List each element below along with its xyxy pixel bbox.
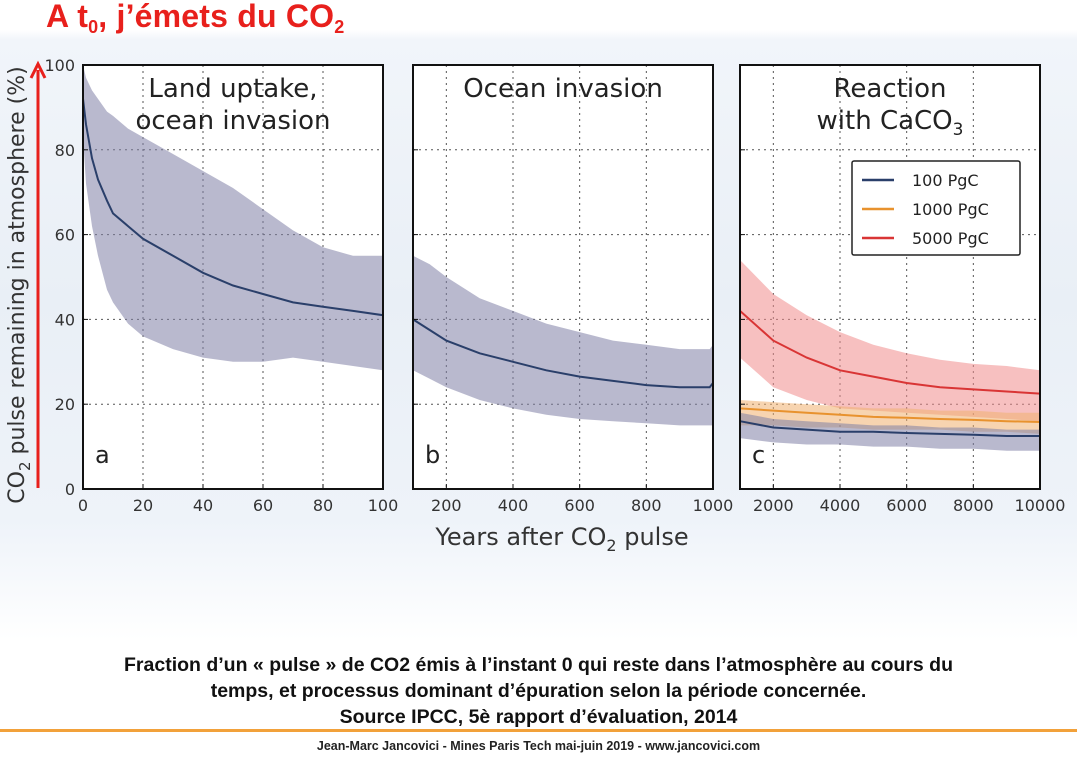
footer-rule	[0, 729, 1077, 732]
y-axis-label: CO2 pulse remaining in atmosphere (%)	[5, 66, 34, 503]
footer-credit: Jean-Marc Jancovici - Mines Paris Tech m…	[316, 739, 761, 753]
title-subscript-2: 2	[334, 17, 345, 37]
x-tick-label: 0	[78, 496, 88, 515]
y-tick-label: 0	[65, 480, 75, 499]
panel-b: 200 400 600 800 1000 b Ocean invasion	[412, 64, 734, 515]
y-tick-label: 100	[44, 56, 75, 75]
series-line-series_100	[412, 318, 714, 389]
panel-frame	[412, 64, 714, 490]
x-tick-label: 4000	[820, 496, 861, 515]
panel-letter: c	[752, 441, 765, 469]
panel-letter: a	[95, 441, 110, 469]
series-line-series_100	[82, 98, 384, 317]
panel-letter: b	[425, 441, 440, 469]
x-tick-label: 800	[631, 496, 662, 515]
x-tick-label: 10000	[1015, 496, 1066, 515]
uncertainty-band-series_100	[413, 255, 713, 426]
y-tick-label: 20	[55, 395, 75, 414]
panel-title-line: Ocean invasion	[463, 74, 663, 104]
panel-title-line: Land uptake,	[148, 74, 317, 104]
y-tick-label: 40	[55, 310, 75, 329]
title-subscript: 0	[88, 17, 99, 37]
series-line-series_1000	[739, 407, 1041, 423]
legend-label: 5000 PgC	[912, 229, 989, 248]
panel-a: 0 20 40 60 80 100 a Land uptake,ocean invasion	[78, 64, 399, 515]
x-tick-label: 60	[253, 496, 273, 515]
x-tick-label: 1000	[693, 496, 734, 515]
slide-title: A t0, j’émets du CO2	[46, 0, 344, 38]
uncertainty-band-series_5000	[740, 260, 1040, 422]
panel-title-subscript: 3	[953, 120, 964, 140]
title-text: A t	[46, 0, 89, 34]
x-axis-label-subscript: 2	[606, 536, 616, 555]
x-tick-label: 200	[431, 496, 462, 515]
y-tick-label: 80	[55, 141, 75, 160]
x-tick-label: 20	[133, 496, 153, 515]
panel-title-line: ocean invasion	[135, 106, 330, 136]
x-axis-label: Years after CO2 pulse	[434, 523, 688, 555]
caption-line-2: temps, et processus dominant d’épuration…	[210, 680, 867, 702]
panel-frame	[82, 64, 384, 490]
legend-box	[851, 160, 1021, 256]
series-line-series_5000	[739, 310, 1041, 395]
y-axis-label-rest: pulse remaining in atmosphere (%)	[5, 66, 30, 461]
x-tick-label: 400	[498, 496, 529, 515]
x-tick-label: 100	[368, 496, 399, 515]
panel-frame	[739, 64, 1041, 490]
x-tick-label: 80	[313, 496, 333, 515]
title-text-rest: , j’émets du CO	[98, 0, 335, 34]
panel-title-line: Reaction	[834, 74, 947, 104]
x-tick-label: 2000	[753, 496, 794, 515]
x-tick-label: 600	[564, 496, 595, 515]
plot-area	[413, 65, 713, 489]
x-tick-label: 8000	[953, 496, 994, 515]
x-tick-label: 40	[193, 496, 213, 515]
panel-title-line: with CaCO3	[817, 106, 964, 140]
caption-source: Source IPCC, 5è rapport d’évaluation, 20…	[339, 706, 738, 728]
y-axis-label-subscript: 2	[16, 461, 34, 471]
uncertainty-band-series_100	[83, 65, 383, 371]
caption-line-1: Fraction d’un « pulse » de CO2 émis à l’…	[124, 654, 953, 676]
x-axis-label-rest: pulse	[617, 523, 689, 551]
series-line-series_100	[739, 420, 1040, 437]
legend-label: 1000 PgC	[912, 200, 989, 219]
legend-label: 100 PgC	[912, 171, 979, 190]
red-arrow-head	[29, 60, 47, 79]
x-tick-label: 6000	[886, 496, 927, 515]
y-tick-label: 60	[55, 226, 75, 245]
